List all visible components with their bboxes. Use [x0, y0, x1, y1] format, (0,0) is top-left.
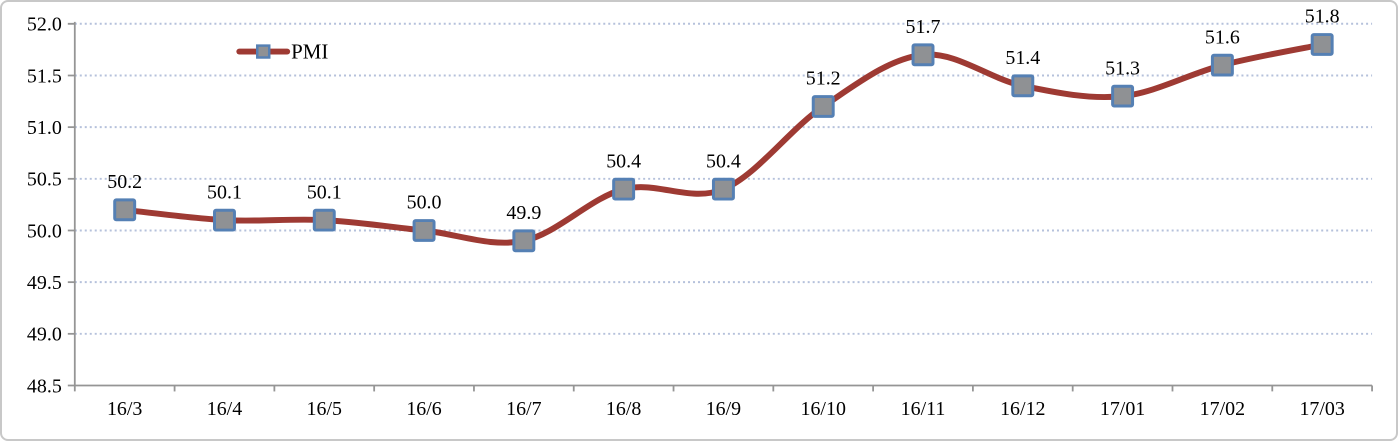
y-tick-label: 49.5 [27, 272, 62, 294]
data-point-marker [213, 208, 236, 232]
data-point-marker [312, 208, 336, 232]
data-point-marker [512, 229, 536, 253]
data-point-marker [412, 219, 436, 242]
x-tick-label: 16/5 [307, 398, 343, 420]
legend-marker-sample [256, 44, 271, 59]
data-label: 50.4 [706, 150, 741, 172]
data-point-marker [1210, 53, 1234, 77]
data-label: 50.1 [307, 181, 342, 203]
x-tick-label: 17/02 [1200, 398, 1245, 420]
data-point-marker [711, 177, 735, 201]
x-tick-label: 16/6 [406, 398, 442, 420]
x-tick-label: 16/11 [901, 398, 946, 420]
x-tick-label: 16/9 [706, 398, 742, 420]
data-label: 51.2 [806, 68, 841, 90]
data-label: 51.7 [906, 16, 941, 38]
y-tick-label: 49.0 [27, 324, 62, 346]
y-tick-label: 50.5 [27, 169, 62, 191]
data-label: 51.4 [1005, 47, 1040, 69]
data-label: 50.4 [606, 150, 641, 172]
y-tick-label: 51.5 [27, 65, 62, 87]
x-tick-label: 16/4 [207, 398, 243, 420]
pmi-series-line [121, 41, 1326, 246]
x-tick-label: 16/10 [801, 398, 846, 420]
x-tick-label: 16/8 [606, 398, 642, 420]
data-point-marker [1111, 84, 1135, 108]
data-point-marker [612, 177, 636, 201]
y-tick-label: 52.0 [27, 14, 62, 36]
data-label: 49.9 [506, 202, 541, 224]
x-tick-label: 17/03 [1299, 398, 1344, 420]
y-tick-label: 51.0 [27, 117, 62, 139]
data-label: 51.3 [1105, 57, 1140, 79]
data-point-marker [1310, 33, 1334, 56]
data-point-marker [811, 95, 835, 118]
data-label: 50.1 [207, 181, 242, 203]
data-label: 50.2 [107, 171, 142, 193]
x-tick-label: 16/7 [506, 398, 542, 420]
data-point-marker [911, 43, 935, 67]
y-tick-label: 50.0 [27, 220, 62, 242]
legend-label-pmi: PMI [291, 40, 328, 64]
y-tick-label: 48.5 [27, 375, 62, 397]
data-point-marker [113, 198, 137, 222]
data-label: 50.0 [407, 192, 442, 214]
data-label: 51.6 [1205, 26, 1240, 48]
data-label: 51.8 [1305, 6, 1340, 28]
data-point-marker [1011, 74, 1035, 98]
x-tick-label: 17/01 [1100, 398, 1145, 420]
x-tick-label: 16/3 [107, 398, 143, 420]
x-tick-label: 16/12 [1000, 398, 1045, 420]
